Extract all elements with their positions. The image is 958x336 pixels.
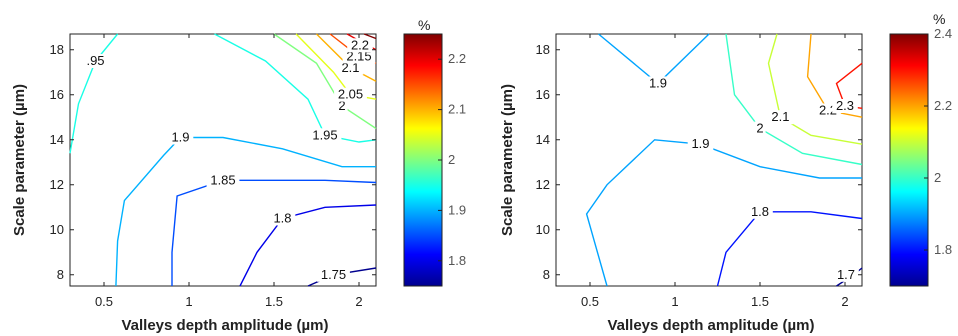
contour-line-1.85 [171, 179, 377, 286]
contour-label-bg [767, 110, 794, 125]
contour-label: 1.95 [312, 127, 337, 142]
contour-label: .95 [86, 53, 104, 68]
y-tick-label: 8 [543, 267, 550, 282]
y-tick-label: 18 [536, 42, 550, 57]
contour-line-2.25 [363, 33, 377, 40]
right-contour-lines: 1.71.81.91.922.1 2.22.3 [585, 33, 863, 287]
left-colorbar: % 1.8 1.9 2 2.1 2.2 [403, 17, 466, 287]
right-colorbar-ticks: 1.8 2 2.2 2.4 [924, 26, 952, 257]
contour-label: 2.1 [771, 109, 789, 124]
contour-line-2.2 [806, 33, 863, 118]
contour-line-1.9 [585, 139, 862, 287]
right-y-ticks: 8 10 12 14 16 18 [536, 42, 862, 282]
contour-label-bg [336, 99, 348, 113]
contour-label-bg [334, 87, 367, 102]
contour-line-1.95 [214, 33, 377, 143]
contour-label: 2 [756, 121, 763, 136]
contour-label: 1.9 [171, 130, 189, 145]
y-tick-label: 8 [57, 267, 64, 282]
x-tick-label: 0.5 [95, 294, 113, 309]
contour-label: 2.1 [341, 60, 359, 75]
colorbar-tick-label: 2.2 [934, 98, 952, 113]
contour-label: 1.8 [273, 211, 291, 226]
contour-label-bg [754, 121, 766, 136]
left-y-axis-label: Scale parameter (µm) [11, 84, 28, 236]
contour-label: 2.2 [351, 37, 369, 52]
left-colorbar-ticks: 1.8 1.9 2 2.1 2.2 [438, 51, 466, 268]
contour-label: 2 [338, 98, 345, 113]
contour-line-2 [273, 33, 377, 130]
left-x-axis-label: Valleys depth amplitude (µm) [121, 317, 328, 334]
left-x-ticks: 0.5 1 1.5 2 [95, 34, 363, 309]
left-colorbar-bar [403, 33, 443, 287]
y-tick-label: 18 [50, 42, 64, 57]
contour-label: 1.7 [837, 267, 855, 282]
y-tick-label: 10 [50, 222, 64, 237]
right-colorbar: % 1.8 2 2.2 2.4 [889, 11, 952, 287]
colorbar-tick-label: 1.9 [448, 202, 466, 217]
contour-label-bg [167, 130, 194, 145]
contour-label-bg [308, 128, 342, 143]
contour-label-bg [337, 60, 364, 75]
y-tick-label: 10 [536, 222, 550, 237]
colorbar-tick-label: 1.8 [934, 242, 952, 257]
contour-label-bg [82, 54, 109, 68]
contour-label-bg [317, 267, 350, 282]
contour-line-1.95 [69, 33, 119, 154]
y-tick-label: 16 [50, 87, 64, 102]
y-tick-label: 16 [536, 87, 550, 102]
colorbar-tick-label: 2 [934, 170, 941, 185]
x-tick-label: 1.5 [265, 294, 283, 309]
right-y-axis-label: Scale parameter (µm) [499, 84, 516, 236]
contour-label-bg [269, 211, 296, 226]
left-plot-area [69, 33, 377, 287]
contour-label: 1.75 [321, 267, 346, 282]
contour-label-bg [347, 38, 373, 53]
right-contour-plot: 1.71.81.91.922.1 2.22.3 0.5 1 1.5 2 81012141… [499, 33, 863, 334]
left-y-ticks: 8 10 12 14 16 18 [50, 42, 376, 282]
colorbar-tick-label: 2 [448, 152, 455, 167]
x-tick-label: 1 [671, 294, 678, 309]
y-tick-label: 14 [50, 132, 64, 147]
x-tick-label: 1.5 [751, 294, 769, 309]
right-plot-area [555, 33, 863, 287]
contour-label: 1.8 [751, 204, 769, 219]
y-tick-label: 12 [536, 177, 550, 192]
left-colorbar-unit: % [418, 17, 430, 33]
contour-label: 1.9 [691, 136, 709, 151]
right-x-ticks: 0.5 1 1.5 2 [581, 34, 849, 309]
contour-label-bg [342, 49, 376, 64]
colorbar-tick-label: 2.2 [448, 51, 466, 66]
x-tick-label: 2 [841, 294, 848, 309]
x-tick-label: 0.5 [581, 294, 599, 309]
contour-label-bg [833, 267, 859, 282]
contour-label: 2.3 [836, 98, 854, 113]
y-tick-label: 12 [50, 177, 64, 192]
colorbar-tick-label: 2.1 [448, 102, 466, 117]
right-colorbar-bar [889, 33, 929, 287]
x-tick-label: 2 [355, 294, 362, 309]
contour-label: 2.05 [338, 87, 363, 102]
right-colorbar-unit: % [933, 11, 945, 27]
contour-label-bg [206, 173, 240, 188]
contour-label: 1.9 [649, 76, 667, 91]
x-tick-label: 1 [185, 294, 192, 309]
y-tick-label: 14 [536, 132, 550, 147]
contour-label-bg [645, 76, 671, 91]
contour-label: 1.85 [210, 172, 235, 187]
contour-label-bg [747, 204, 773, 219]
contour-label-bg [687, 137, 714, 152]
contour-label-bg [832, 99, 858, 113]
colorbar-tick-label: 1.8 [448, 253, 466, 268]
colorbar-tick-label: 2.4 [934, 26, 952, 41]
right-x-axis-label: Valleys depth amplitude (µm) [607, 317, 814, 334]
